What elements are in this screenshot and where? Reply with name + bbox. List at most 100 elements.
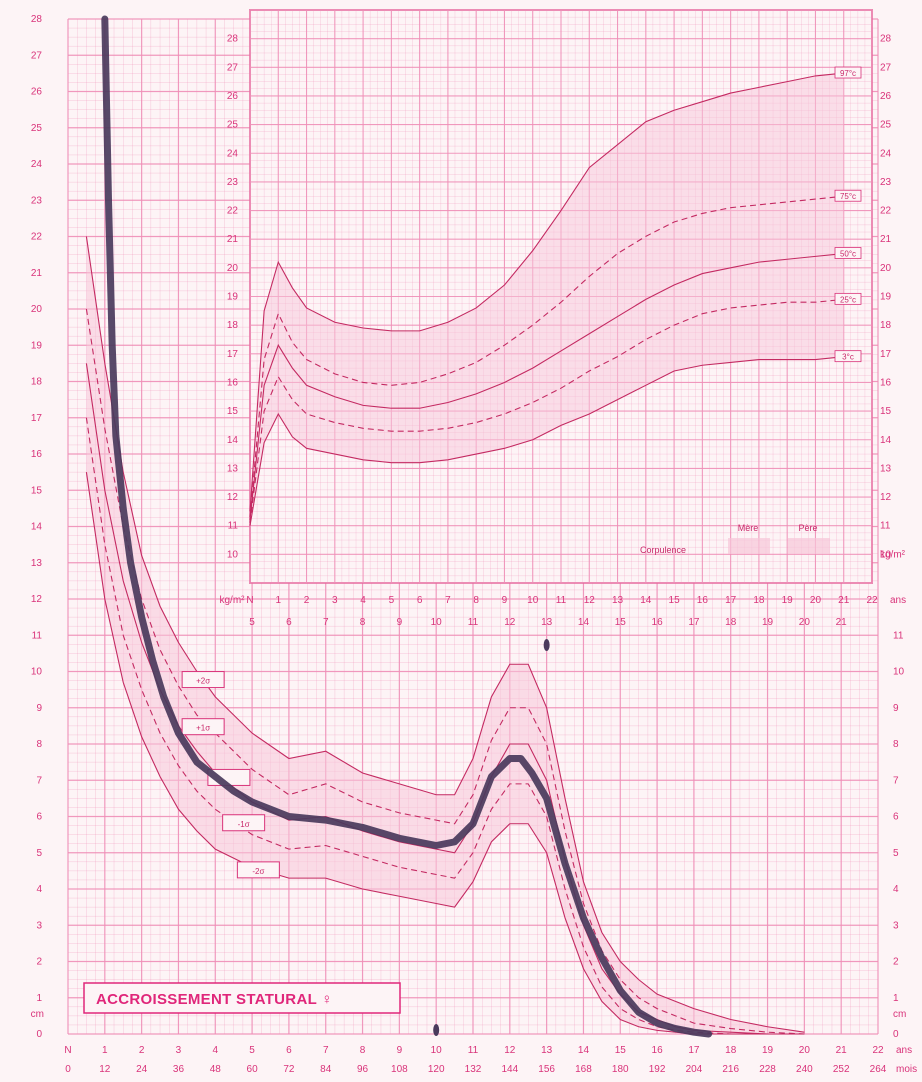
y-unit-right: cm	[893, 1009, 906, 1020]
inset-x-tick: 4	[360, 595, 366, 606]
x-tick-years: 2	[139, 1045, 145, 1056]
marker-top	[543, 639, 550, 651]
x-tick-months: 192	[649, 1064, 666, 1075]
inset-y-tick-right: 17	[880, 349, 892, 360]
inset-x-tick: 22	[866, 595, 878, 606]
inset-y-tick-left: 16	[227, 377, 239, 388]
x-tick-years: 16	[652, 1045, 664, 1056]
inset-x-tick: 6	[417, 595, 423, 606]
inset-x-tick: 18	[753, 595, 765, 606]
y-tick-left: 22	[31, 232, 43, 243]
x-tick-years: 20	[799, 1045, 811, 1056]
top-year-tick: 18	[725, 617, 737, 628]
top-year-tick: 11	[468, 617, 479, 628]
y-tick-right: 5	[893, 848, 899, 859]
percentile-line-5	[249, 356, 844, 526]
inset-y-tick-left: 14	[227, 435, 239, 446]
inset-y-tick-right: 12	[880, 492, 892, 503]
inset-x-unit: ans	[890, 595, 906, 606]
inset-y-tick-left: 12	[227, 492, 239, 503]
inset-x-tick: 5	[389, 595, 395, 606]
top-year-tick: 10	[431, 617, 443, 628]
inset-y-tick-right: 23	[880, 177, 892, 188]
inset-x-tick: 12	[584, 595, 596, 606]
x-tick-years: 13	[541, 1045, 553, 1056]
growth-velocity-reference-lines: +2σ +1σ -1σ -2σ	[85, 236, 805, 1035]
legend-box-father	[788, 538, 830, 554]
y-tick-right: 4	[893, 884, 899, 895]
sigma-label-box	[236, 861, 280, 879]
percentile-label-box	[834, 350, 862, 363]
series-line-5	[85, 472, 805, 1035]
percentile-line-2	[249, 195, 844, 518]
y-tick-left: 13	[31, 558, 43, 569]
y-tick-left: 26	[31, 87, 43, 98]
y-tick-left: 28	[31, 14, 43, 25]
y-tick-left: 11	[32, 630, 43, 641]
inset-y-tick-right: 10	[880, 549, 892, 560]
y-tick-left: 6	[36, 812, 42, 823]
legend-column-father: Père	[798, 523, 817, 533]
top-year-tick: 12	[504, 617, 516, 628]
series-line-2	[85, 308, 805, 1035]
inset-x-tick: 17	[725, 595, 737, 606]
y-tick-left: 10	[31, 667, 43, 678]
x-tick-months: 216	[722, 1064, 739, 1075]
inset-x-tick: 7	[445, 595, 451, 606]
x-tick-years: 14	[578, 1045, 590, 1056]
inset-x-tick: 1	[275, 595, 281, 606]
sigma-label: -1σ	[238, 820, 250, 829]
inset-y-tick-left: 21	[227, 234, 239, 245]
y-tick-left: 21	[31, 268, 43, 279]
x-tick-months: 228	[759, 1064, 776, 1075]
inset-y-unit-right: kg/m²	[880, 549, 906, 560]
top-year-tick: 5	[249, 617, 255, 628]
x-tick-months: 84	[320, 1064, 332, 1075]
percentile-line-1	[249, 72, 844, 512]
x-tick-years: 19	[762, 1045, 774, 1056]
child-curve-layer	[101, 15, 713, 1038]
inset-y-tick-left: 25	[227, 120, 239, 131]
top-year-tick: 8	[360, 617, 366, 628]
x-tick-years: 1	[102, 1045, 108, 1056]
top-year-tick: 15	[615, 617, 627, 628]
x-tick-months: 180	[612, 1064, 629, 1075]
x-tick-months: 168	[575, 1064, 592, 1075]
inset-x-tick: N	[246, 595, 253, 606]
top-year-tick: 13	[541, 617, 553, 628]
x-tick-months: 0	[65, 1064, 71, 1075]
inset-y-tick-left: 22	[227, 206, 239, 217]
sigma-label-box	[181, 718, 225, 736]
x-tick-months: 120	[428, 1064, 445, 1075]
x-tick-months: 36	[173, 1064, 185, 1075]
inset-y-tick-right: 27	[880, 62, 892, 73]
inset-y-tick-right: 16	[880, 377, 892, 388]
percentile-label: 25°c	[840, 295, 856, 304]
y-tick-left: 17	[31, 413, 43, 424]
inset-y-tick-right: 25	[880, 120, 892, 131]
x-tick-months: 240	[796, 1064, 813, 1075]
x-tick-months: 48	[210, 1064, 222, 1075]
child-growth-curve	[101, 15, 713, 1038]
x-tick-years: 21	[836, 1045, 848, 1056]
x-tick-years: 17	[688, 1045, 700, 1056]
y-tick-left: 4	[36, 884, 42, 895]
x-unit-months: mois	[896, 1064, 917, 1075]
inset-y-tick-left: 27	[227, 62, 239, 73]
y-tick-right: 10	[893, 667, 905, 678]
title-frame	[83, 982, 401, 1014]
sigma-label: +1σ	[196, 724, 210, 733]
y-tick-left: 25	[31, 123, 43, 134]
percentile-label-box	[834, 189, 862, 202]
inset-x-tick: 21	[838, 595, 850, 606]
percentile-label-box	[834, 66, 862, 79]
top-year-tick: 6	[286, 617, 292, 628]
inset-y-tick-left: 15	[227, 406, 239, 417]
y-tick-right: 11	[893, 630, 904, 641]
y-tick-right: 8	[893, 739, 899, 750]
y-tick-left: 14	[31, 522, 43, 533]
x-unit-years: ans	[896, 1045, 912, 1056]
top-year-tick: 21	[836, 617, 848, 628]
inset-x-tick: 8	[473, 595, 479, 606]
